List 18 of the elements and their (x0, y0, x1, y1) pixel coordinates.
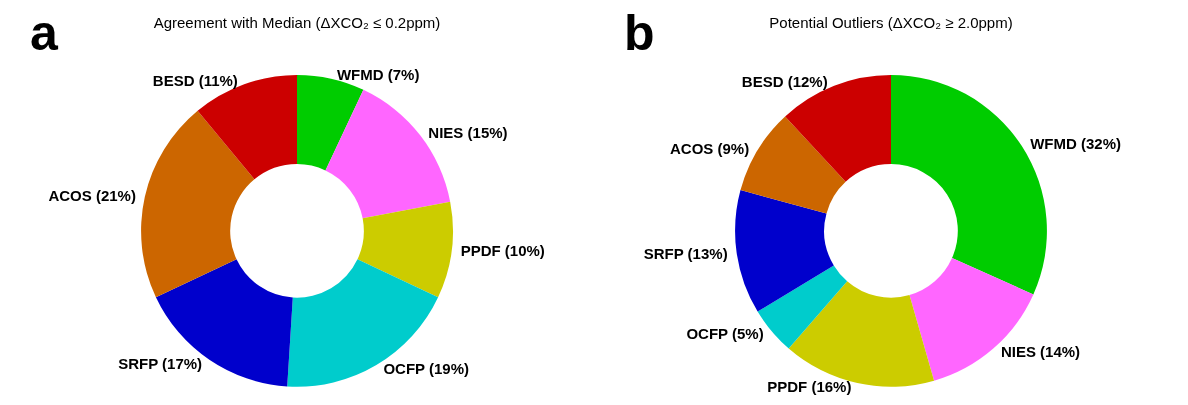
slice-label: BESD (11%) (152, 71, 238, 89)
slice-label: ACOS (21%) (48, 187, 136, 205)
slice-label: NIES (14%) (1000, 343, 1081, 361)
chart-title: Agreement with Median (ΔXCO₂ ≤ 0.2ppm) (153, 14, 441, 31)
slice-label: NIES (15%) (428, 124, 508, 142)
slice-label: PPDF (10%) (460, 242, 545, 260)
slice-label: SRFP (17%) (118, 354, 203, 372)
slice-label: WFMD (32%) (1030, 135, 1121, 153)
slice-label: WFMD (7%) (336, 66, 420, 84)
slice-label: PPDF (16%) (767, 378, 852, 396)
text: b (624, 5, 655, 61)
slice-label: BESD (12%) (741, 73, 828, 91)
slice-label: OCFP (5%) (686, 325, 764, 343)
slice-label: OCFP (19%) (383, 360, 469, 377)
chart-title: Potential Outliers (ΔXCO₂ ≥ 2.0ppm) (769, 14, 1013, 31)
slice-label: ACOS (9%) (670, 139, 750, 157)
text: a (30, 5, 59, 61)
slice-label: SRFP (13%) (643, 244, 728, 262)
